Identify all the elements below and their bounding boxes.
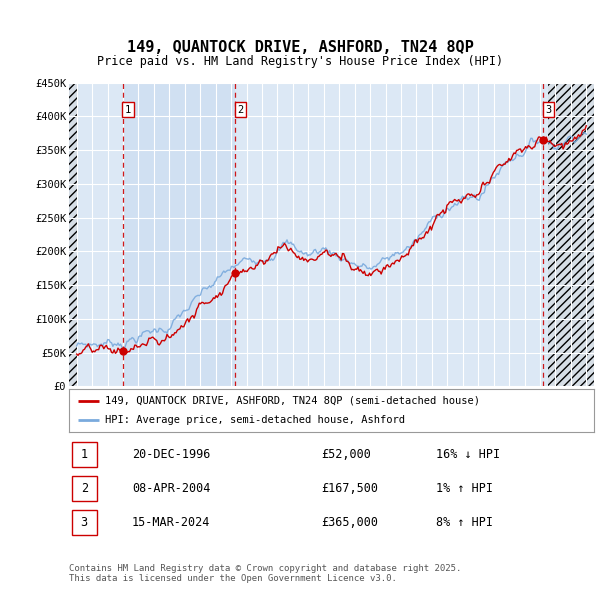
Text: 1% ↑ HPI: 1% ↑ HPI: [437, 481, 493, 495]
FancyBboxPatch shape: [71, 510, 97, 535]
Bar: [69, 83, 77, 386]
FancyBboxPatch shape: [71, 442, 97, 467]
Text: Price paid vs. HM Land Registry's House Price Index (HPI): Price paid vs. HM Land Registry's House …: [97, 55, 503, 68]
Text: 149, QUANTOCK DRIVE, ASHFORD, TN24 8QP (semi-detached house): 149, QUANTOCK DRIVE, ASHFORD, TN24 8QP (…: [105, 396, 480, 406]
Text: 08-APR-2004: 08-APR-2004: [132, 481, 211, 495]
Text: 8% ↑ HPI: 8% ↑ HPI: [437, 516, 493, 529]
Text: 2: 2: [80, 481, 88, 495]
Text: Contains HM Land Registry data © Crown copyright and database right 2025.
This d: Contains HM Land Registry data © Crown c…: [69, 563, 461, 583]
Text: £365,000: £365,000: [321, 516, 378, 529]
Text: 16% ↓ HPI: 16% ↓ HPI: [437, 448, 500, 461]
Text: 20-DEC-1996: 20-DEC-1996: [132, 448, 211, 461]
Text: 3: 3: [80, 516, 88, 529]
Text: 3: 3: [545, 104, 552, 114]
Text: 1: 1: [125, 104, 131, 114]
Text: 15-MAR-2024: 15-MAR-2024: [132, 516, 211, 529]
Text: HPI: Average price, semi-detached house, Ashford: HPI: Average price, semi-detached house,…: [105, 415, 404, 425]
Bar: [122, 83, 235, 386]
Text: £52,000: £52,000: [321, 448, 371, 461]
FancyBboxPatch shape: [71, 476, 97, 500]
Text: 1: 1: [80, 448, 88, 461]
Text: 2: 2: [238, 104, 244, 114]
Text: £167,500: £167,500: [321, 481, 378, 495]
Text: 149, QUANTOCK DRIVE, ASHFORD, TN24 8QP: 149, QUANTOCK DRIVE, ASHFORD, TN24 8QP: [127, 41, 473, 55]
